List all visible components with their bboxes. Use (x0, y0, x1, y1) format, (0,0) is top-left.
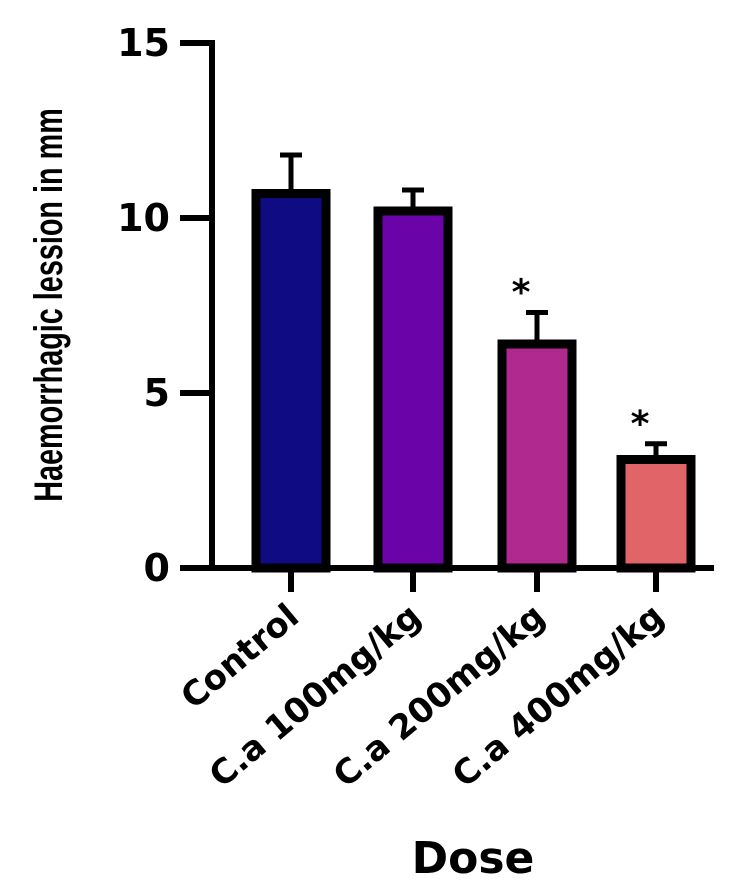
y-axis-label: Haemorrhagic lession in mm (26, 108, 71, 502)
y-tick-label: 15 (117, 21, 170, 65)
significance-marker: * (631, 404, 650, 445)
bar (616, 455, 696, 573)
bar (251, 189, 331, 573)
y-tick-label: 0 (144, 546, 170, 590)
y-tick-label: 10 (117, 196, 170, 240)
bar (497, 339, 577, 573)
bar (373, 206, 453, 573)
y-tick-label: 5 (144, 371, 170, 415)
x-tick-label: C.a 200mg/kg (326, 596, 553, 796)
x-axis-label: Dose (412, 833, 535, 881)
x-tick-label: C.a 100mg/kg (202, 596, 429, 796)
significance-marker: * (512, 273, 531, 314)
x-tick-label: C.a 400mg/kg (445, 596, 672, 796)
